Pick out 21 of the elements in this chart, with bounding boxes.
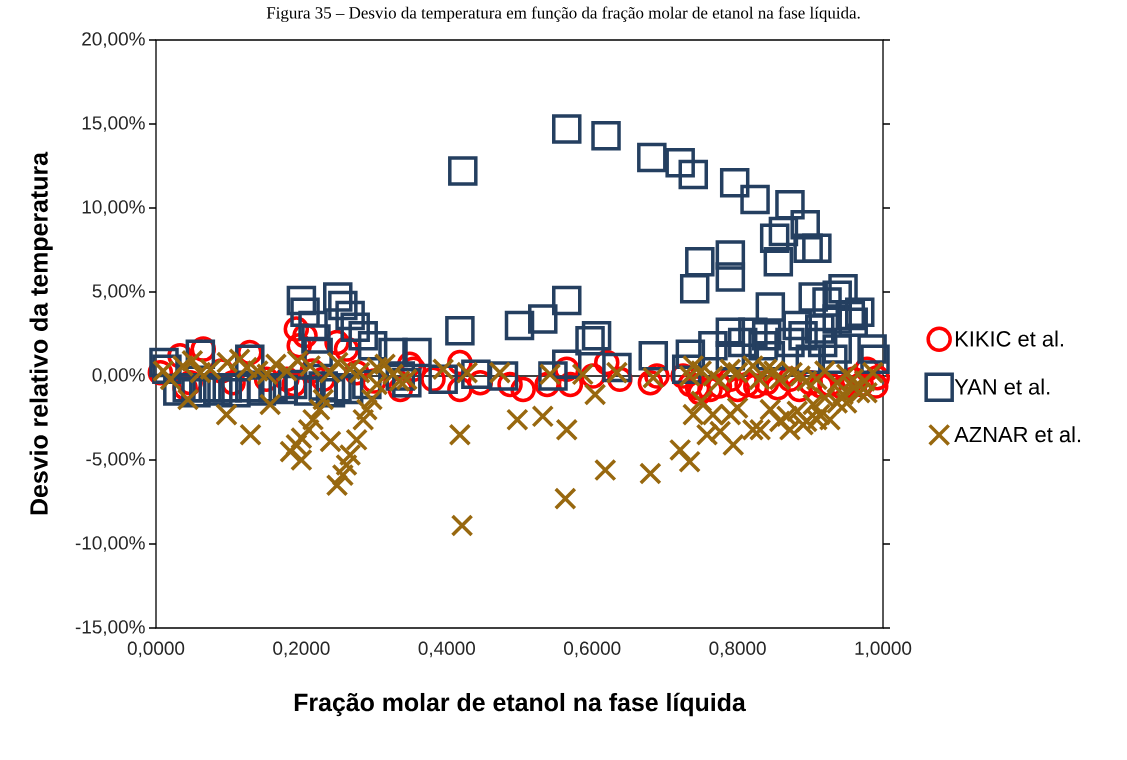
x-tick-label: 0,4000 [418, 641, 475, 658]
x-tick-label: 0,8000 [709, 641, 766, 658]
y-tick-label: 15,00% [82, 116, 145, 132]
chart-title: Figura 35 – Desvio da temperatura em função da fração molar de etanol na fase líquida. [266, 6, 860, 23]
x-axis-title: Fração molar de etanol na fase líquida [294, 692, 746, 717]
y-tick-label: 5,00% [92, 284, 145, 300]
y-tick-label: -10,00% [75, 536, 145, 552]
y-tick-label: 10,00% [82, 200, 145, 216]
x-tick-label: 0,6000 [563, 641, 621, 658]
y-tick-label: 20,00% [82, 32, 145, 48]
y-tick-label: -5,00% [86, 452, 145, 468]
y-tick-label: -15,00% [75, 620, 145, 636]
legend-label: KIKIC et al. [955, 330, 1064, 347]
legend-label: AZNAR et al. [954, 426, 1081, 443]
y-axis-title: Desvio relativo da temperatura [29, 151, 53, 515]
x-tick-label: 0,2000 [273, 641, 330, 658]
point [724, 376, 751, 403]
x-tick-label: 1,0000 [855, 641, 912, 658]
legend-label: YAN et al. [954, 378, 1050, 395]
y-tick-label: 0,00% [92, 368, 145, 384]
x-tick-label: 0,0000 [127, 641, 185, 658]
